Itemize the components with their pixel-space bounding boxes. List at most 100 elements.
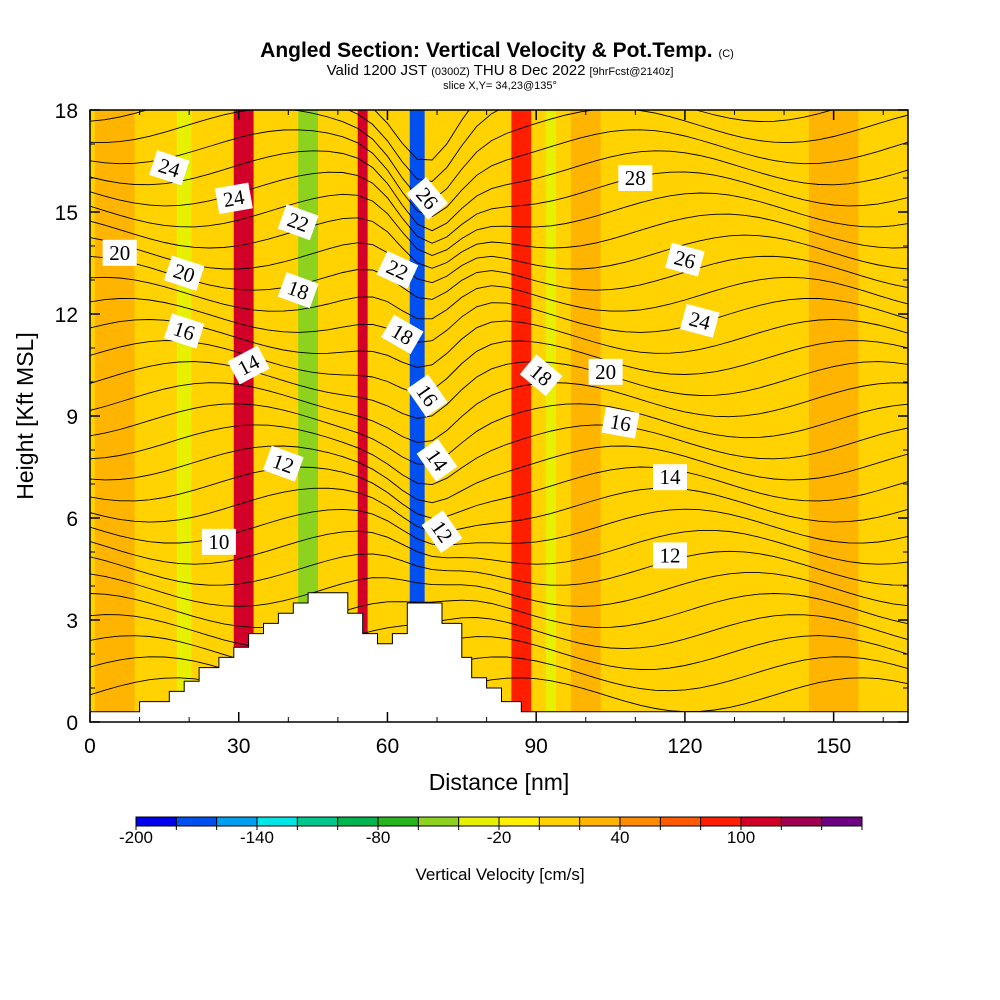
plot-background bbox=[90, 110, 908, 722]
colorbar-swatch-13 bbox=[660, 817, 702, 826]
contour-label-box bbox=[214, 182, 253, 215]
contour-label-box bbox=[164, 313, 205, 349]
contour-label-box bbox=[416, 438, 458, 482]
colorbar-swatch-2 bbox=[216, 817, 258, 826]
colorbar-swatch-17 bbox=[821, 817, 863, 826]
theta-contour-line-22 bbox=[90, 213, 908, 269]
theta-contour-line-2 bbox=[90, 635, 908, 671]
contour-label-21: 16 bbox=[601, 407, 640, 439]
y-tick-label: 0 bbox=[66, 712, 78, 735]
x-tick-label: 120 bbox=[667, 735, 702, 758]
colorbar-tick-label: 40 bbox=[611, 828, 630, 847]
velocity-streak-3 bbox=[298, 110, 319, 722]
theta-contour-line-26 bbox=[90, 129, 908, 218]
contour-label-13: 16 bbox=[406, 374, 448, 417]
terrain-mask bbox=[89, 592, 909, 723]
theta-contours bbox=[90, 110, 908, 713]
velocity-streak-7 bbox=[546, 110, 557, 722]
contour-label-18: 24 bbox=[680, 303, 720, 338]
contour-label-box bbox=[406, 177, 448, 220]
colorbar-swatch-11 bbox=[579, 817, 621, 826]
colorbar-swatch-0 bbox=[136, 817, 177, 826]
colorbar-swatch-15 bbox=[741, 817, 782, 826]
colorbar-swatch-16 bbox=[781, 817, 823, 826]
contour-label-8: 12 bbox=[262, 445, 304, 482]
contour-label-4: 20 bbox=[164, 255, 205, 291]
contour-label-box bbox=[376, 250, 419, 289]
contour-label-text: 24 bbox=[221, 185, 246, 212]
theta-contour-line-7 bbox=[90, 529, 908, 565]
contour-label-box bbox=[653, 464, 687, 491]
y-tick-label: 12 bbox=[55, 304, 78, 327]
contour-label-box bbox=[680, 303, 720, 338]
contour-label-box bbox=[618, 165, 653, 191]
theta-contour-line-15 bbox=[90, 361, 908, 419]
theta-contour-line-19 bbox=[90, 276, 908, 320]
y-tick-label: 9 bbox=[66, 406, 78, 429]
contour-label-box bbox=[665, 242, 705, 277]
contour-label-box bbox=[102, 239, 137, 266]
y-tick-label: 18 bbox=[55, 100, 78, 123]
y-tick-label: 3 bbox=[66, 610, 78, 633]
x-axis: 0 30 60 90 120 150 bbox=[84, 110, 884, 758]
contour-label-text: 14 bbox=[660, 465, 682, 489]
contour-label-box bbox=[519, 354, 563, 397]
theta-contour-line-25 bbox=[90, 150, 908, 232]
colorbar bbox=[135, 816, 863, 830]
contour-label-20: 20 bbox=[588, 358, 623, 385]
velocity-streak-2 bbox=[233, 110, 254, 722]
colorbar-ticks: -200 -140 -80 -20 40 100 bbox=[119, 828, 755, 847]
theta-contour-line-27 bbox=[90, 110, 908, 201]
chart-title: Angled Section: Vertical Velocity & Pot.… bbox=[260, 39, 734, 62]
colorbar-swatch-14 bbox=[700, 817, 742, 826]
y-axis-label: Height [Kft MSL] bbox=[12, 332, 38, 499]
contour-label-box bbox=[164, 255, 205, 291]
contour-label-box bbox=[227, 345, 270, 385]
velocity-streak-8 bbox=[570, 110, 601, 722]
contour-label-box bbox=[421, 510, 463, 553]
theta-contour-line-12 bbox=[90, 424, 908, 486]
colorbar-swatch-4 bbox=[297, 817, 339, 826]
colorbar-tick-label: -140 bbox=[240, 828, 274, 847]
contour-label-box bbox=[201, 528, 236, 555]
contour-label-box bbox=[277, 204, 319, 241]
theta-contour-line-13 bbox=[90, 403, 908, 465]
x-tick-label: 30 bbox=[227, 735, 250, 758]
contour-label-text: 12 bbox=[660, 543, 681, 567]
colorbar-tick-label: -80 bbox=[366, 828, 391, 847]
contour-label-text: 16 bbox=[608, 409, 633, 436]
y-tick-label: 15 bbox=[55, 202, 78, 225]
contour-label-text: 28 bbox=[625, 166, 646, 190]
y-tick-label: 6 bbox=[66, 508, 78, 531]
chart-slice-info: slice X,Y= 34,23@135° bbox=[443, 80, 557, 92]
colorbar-swatch-8 bbox=[458, 817, 500, 826]
theta-contour-line-5 bbox=[90, 572, 908, 607]
x-tick-label: 0 bbox=[84, 735, 96, 758]
contour-label-5: 18 bbox=[277, 272, 319, 309]
contour-label-box bbox=[601, 407, 640, 439]
contour-labels: 2424222020181614121026221816141228262418… bbox=[102, 150, 720, 569]
x-axis-label: Distance [nm] bbox=[429, 769, 570, 795]
contour-label-box bbox=[262, 445, 304, 482]
colorbar-swatch-10 bbox=[539, 817, 581, 826]
velocity-streak-0 bbox=[94, 110, 135, 722]
velocity-streak-1 bbox=[176, 110, 192, 722]
contour-label-box bbox=[406, 374, 448, 417]
contour-label-9: 10 bbox=[201, 528, 236, 555]
x-tick-label: 90 bbox=[525, 735, 548, 758]
contour-label-22: 14 bbox=[653, 464, 687, 491]
theta-contour-line-17 bbox=[90, 318, 908, 368]
contour-label-3: 20 bbox=[102, 239, 137, 266]
y-axis: 0 3 6 9 12 15 18 bbox=[55, 100, 908, 735]
contour-label-box bbox=[381, 314, 424, 355]
theta-contour-line-28 bbox=[90, 110, 834, 182]
contour-label-text: 20 bbox=[109, 241, 130, 265]
contour-label-text: 20 bbox=[595, 360, 616, 384]
theta-contour-line-10 bbox=[90, 466, 908, 519]
contour-label-1: 24 bbox=[214, 182, 253, 215]
theta-contour-line-18 bbox=[90, 298, 908, 343]
chart-valid-time: Valid 1200 JST (0300Z) THU 8 Dec 2022 [9hrF… bbox=[327, 62, 674, 79]
colorbar-tick-label: -200 bbox=[119, 828, 153, 847]
colorbar-label: Vertical Velocity [cm/s] bbox=[415, 865, 584, 884]
